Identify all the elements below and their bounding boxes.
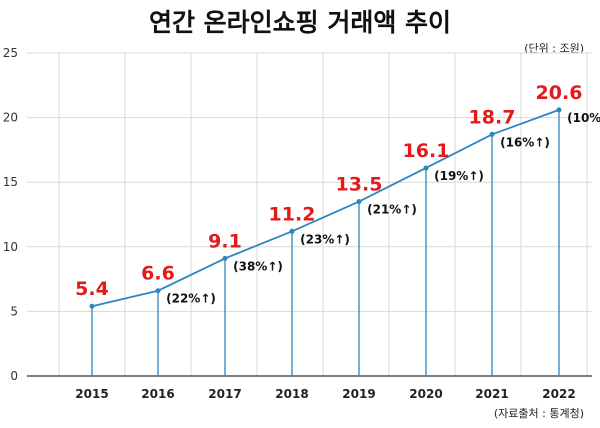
x-tick-label: 2021 bbox=[475, 387, 508, 401]
data-point bbox=[556, 107, 562, 113]
x-tick-label: 2018 bbox=[275, 387, 308, 401]
x-tick-label: 2022 bbox=[542, 387, 575, 401]
value-label: 18.7 bbox=[469, 106, 516, 128]
x-tick-label: 2015 bbox=[75, 387, 108, 401]
data-point bbox=[89, 303, 95, 309]
data-point bbox=[222, 255, 228, 261]
value-label: 16.1 bbox=[403, 140, 450, 162]
unit-note: (단위 : 조원) bbox=[524, 42, 584, 55]
source-note: (자료출처 : 통계청) bbox=[494, 407, 584, 420]
line-layer bbox=[89, 107, 562, 376]
value-label: 20.6 bbox=[536, 82, 583, 104]
value-label: 11.2 bbox=[269, 203, 316, 225]
growth-label: (16%↑) bbox=[500, 135, 550, 149]
label-layer: 5.4 6.6 (22%↑) 9.1 (38%↑) 11.2 (23%↑) 13.5 (21%↑… bbox=[75, 82, 600, 306]
y-tick-label: 5 bbox=[10, 304, 18, 318]
data-point bbox=[356, 199, 362, 205]
x-tick-label: 2019 bbox=[342, 387, 375, 401]
grid-layer: 0 5 10 15 20 25 2015 2016 2017 2018 2019 2020 2021 20… bbox=[3, 46, 592, 401]
data-point bbox=[289, 228, 295, 234]
value-label: 13.5 bbox=[336, 174, 383, 196]
y-tick-label: 25 bbox=[3, 46, 18, 60]
y-tick-label: 20 bbox=[3, 111, 18, 125]
chart-title: 연간 온라인쇼핑 거래액 추이 bbox=[149, 8, 451, 37]
x-tick-label: 2016 bbox=[141, 387, 174, 401]
value-label: 9.1 bbox=[208, 230, 242, 252]
y-tick-label: 0 bbox=[10, 369, 18, 383]
x-tick-label: 2020 bbox=[409, 387, 442, 401]
growth-label: (19%↑) bbox=[434, 169, 484, 183]
value-label: 5.4 bbox=[75, 278, 109, 300]
growth-label: (22%↑) bbox=[166, 292, 216, 306]
x-tick-label: 2017 bbox=[208, 387, 241, 401]
growth-label: (21%↑) bbox=[367, 203, 417, 217]
growth-label: (23%↑) bbox=[300, 232, 350, 246]
y-tick-label: 15 bbox=[3, 175, 18, 189]
growth-label: (10%↑) bbox=[567, 111, 600, 125]
data-point bbox=[155, 288, 161, 294]
data-point bbox=[423, 165, 429, 171]
value-label: 6.6 bbox=[141, 263, 175, 285]
data-point bbox=[489, 131, 495, 137]
growth-label: (38%↑) bbox=[233, 259, 283, 273]
y-tick-label: 10 bbox=[3, 240, 18, 254]
series-line bbox=[91, 109, 560, 308]
